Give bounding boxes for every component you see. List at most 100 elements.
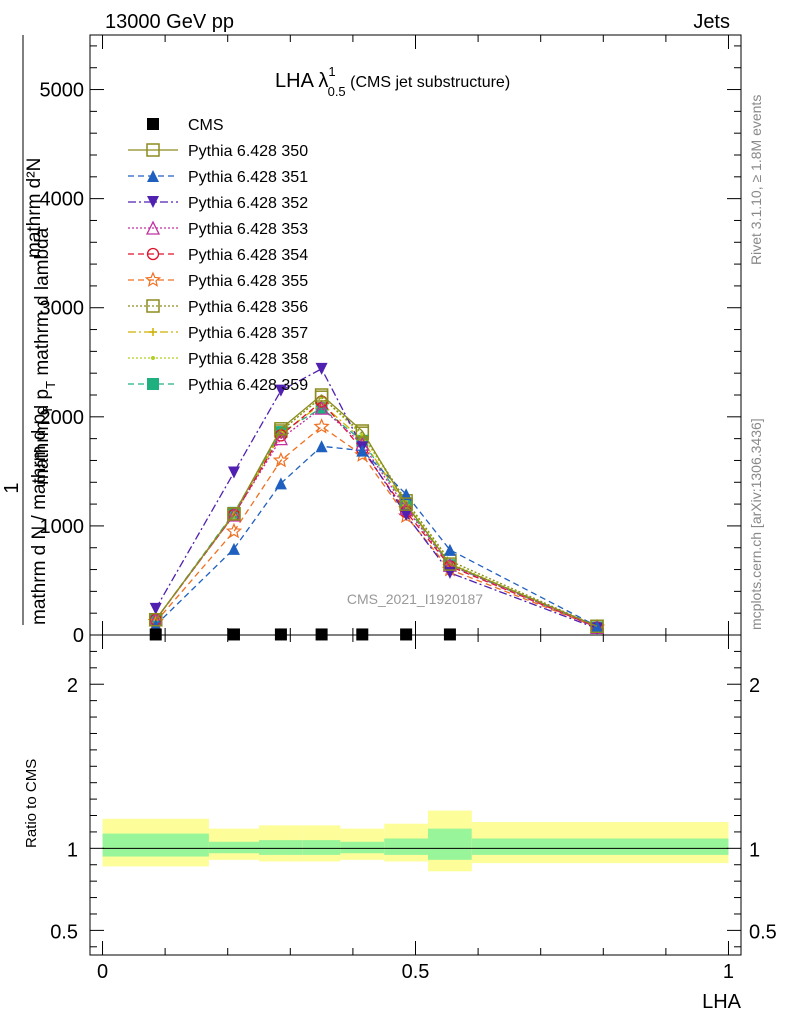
data-point [443,566,456,579]
data-point [147,196,159,208]
data-point [356,628,369,641]
ratio-band-inner [384,838,429,855]
ratio-ytick-label-right: 2 [749,675,760,697]
series-line [155,407,598,628]
data-point [443,543,456,556]
data-point [274,628,287,641]
y-label-denominator: mathrm d N / mathrm d pT [29,406,55,625]
ratio-y-label: Ratio to CMS [23,759,40,848]
legend-label: Pythia 6.428 355 [188,273,308,290]
series-line [155,396,598,627]
main-ytick-label: 1000 [40,516,85,538]
main-ytick-label: 4000 [40,189,85,211]
y-label-denom-sub: T [40,406,55,414]
series-line [155,407,598,628]
data-point [227,466,240,479]
ratio-ytick-label: 1 [67,839,78,861]
ratio-y-axis: 0.5 0.5 1 1 2 2 [50,650,777,948]
data-point [227,507,241,521]
legend-label: Pythia 6.428 354 [188,247,308,264]
legend-item: Pythia 6.428 350 [128,143,308,160]
y-label-numer-b: mathrm d p [32,389,53,485]
data-point [274,477,287,490]
legend-item: Pythia 6.428 355 [128,271,308,290]
ratio-panel: 0.5 0.51 12 2 0 0.5 1 Ratio to CMS LHA [23,634,777,1013]
data-point [315,440,328,453]
y-label-numer-a: mathrm d²N [24,158,45,258]
ratio-x-axis: 0 0.5 1 [97,635,734,983]
ratio-ytick-label: 0.5 [50,921,78,943]
series-line [155,394,598,627]
legend-item: Pythia 6.428 351 [128,169,308,186]
series-line [155,425,598,628]
series-line [155,445,598,627]
ratio-band-inner [302,840,341,855]
plot-title-sup: 1 [328,64,335,79]
y-label-numerator: mathrm d²N [24,158,45,258]
ratio-band-inner [428,828,472,860]
data-point [144,271,162,287]
rivet-label: Rivet 3.1.10, ≥ 1.8M events [748,95,764,265]
main-y-label: 1 mathrm d²N mathrm d pT mathrm d lambda… [1,35,58,625]
legend-item: Pythia 6.428 359 [128,377,308,394]
data-point [399,497,413,511]
legend-label: Pythia 6.428 350 [188,143,308,160]
ratio-band-inner [471,838,729,855]
main-ytick-label: 5000 [40,80,85,102]
legend-item: Pythia 6.428 352 [128,195,308,212]
data-point [146,247,160,261]
series-line [155,400,598,628]
y-label-numer-b-tail: mathrm d lambda [32,227,53,381]
data-point [314,388,329,402]
y-label-denom-a: mathrm d N / mathrm d p [29,414,50,625]
data-point [146,299,160,313]
x-axis-label: LHA [702,991,742,1013]
ratio-xtick-label: 0.5 [402,961,430,983]
main-y-axis: 0 1000 2000 3000 4000 5000 [40,45,741,647]
ratio-band-inner [259,840,303,855]
series-pythia-350 [148,388,604,634]
legend-item: CMS [147,117,224,134]
header-energy: 13000 GeV pp [105,11,234,33]
data-point [443,628,456,641]
data-point [146,143,160,157]
ratio-xtick-label: 0 [97,961,108,983]
main-x-axis [102,35,729,635]
data-point [313,418,330,434]
plot-title-main: LHA λ [275,70,328,92]
data-point [314,400,329,415]
ratio-xtick-label: 1 [723,961,734,983]
y-label-numerator-b: mathrm d pT mathrm d lambda [32,227,58,485]
plot-title-rest: (CMS jet substructure) [346,74,510,91]
ratio-band-inner [102,833,209,857]
data-point [149,328,157,336]
legend-item: Pythia 6.428 358 [128,351,308,368]
data-point [147,170,159,182]
data-point [227,542,240,555]
data-point [400,488,413,501]
series-line [155,367,598,630]
main-ytick-label: 0 [73,625,84,647]
data-point [225,522,243,539]
plot-title: LHA λ1 0.5 (CMS jet substructure) [275,64,510,99]
data-point [400,509,413,521]
main-ytick-label: 3000 [40,298,85,320]
data-point [590,619,604,634]
legend-label: Pythia 6.428 351 [188,169,308,186]
data-point [149,628,162,641]
ratio-ytick-label-right: 0.5 [749,921,777,943]
legend-label: Pythia 6.428 359 [188,377,308,394]
data-point [315,362,328,375]
series-layer [147,362,606,641]
data-point [151,356,155,360]
series-cms [149,628,456,641]
data-point [147,378,159,390]
data-point [145,220,161,235]
data-point [355,424,370,438]
legend-item: Pythia 6.428 353 [128,220,308,238]
data-point [274,422,288,436]
data-point [148,612,163,627]
legend-label: Pythia 6.428 358 [188,351,308,368]
